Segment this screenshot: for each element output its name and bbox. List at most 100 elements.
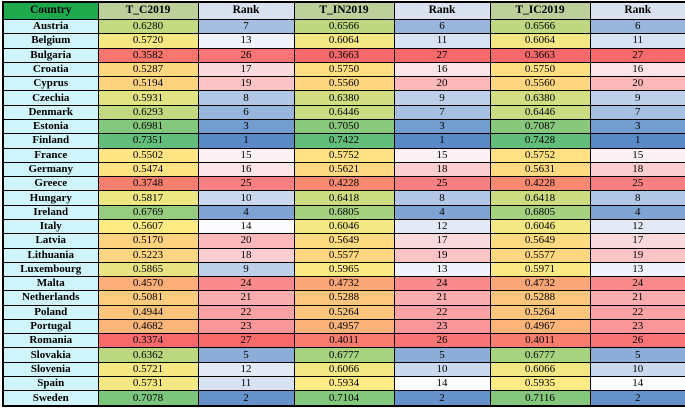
country-cell: Greece	[2, 176, 99, 192]
tic_rank-cell: 24	[589, 276, 685, 292]
tc_rank-cell: 5	[197, 347, 295, 363]
column-header-tc2019: T_C2019	[97, 1, 199, 20]
tic_rank-cell: 15	[589, 147, 685, 163]
tic_rank-cell: 27	[589, 47, 685, 63]
tic_rank-cell: 17	[589, 233, 685, 249]
tic_rank-cell: 6	[589, 18, 685, 35]
country-cell: Romania	[2, 333, 99, 349]
tc_rank-cell: 21	[197, 290, 295, 306]
table-row: Hungary 0.5817 10 0.6418 8 0.6418 8	[2, 190, 685, 206]
tic-value-cell: 0.3663	[489, 47, 591, 63]
tin_rank-cell: 12	[393, 218, 491, 235]
tin_rank-cell: 22	[393, 304, 491, 320]
tic-value-cell: 0.4967	[489, 318, 591, 335]
tc_rank-cell: 1	[197, 133, 295, 149]
table-row: Greece 0.3748 25 0.4228 25 0.4228 25	[2, 176, 685, 192]
tin_rank-cell: 10	[393, 361, 491, 378]
tc_rank-cell: 12	[197, 361, 295, 378]
tc_rank-cell: 14	[197, 218, 295, 235]
tin_rank-cell: 11	[393, 33, 491, 49]
tin-value-cell: 0.6566	[293, 18, 395, 35]
country-cell: Finland	[2, 133, 99, 149]
tic_rank-cell: 4	[589, 204, 685, 220]
tc-value-cell: 0.5731	[97, 376, 199, 392]
tic_rank-cell: 3	[589, 118, 685, 135]
tin_rank-cell: 6	[393, 18, 491, 35]
tc_rank-cell: 11	[197, 376, 295, 392]
tic-value-cell: 0.5288	[489, 290, 591, 306]
tc_rank-cell: 4	[197, 204, 295, 220]
tic-value-cell: 0.5971	[489, 261, 591, 278]
tic_rank-cell: 20	[589, 76, 685, 92]
country-cell: Italy	[2, 218, 99, 235]
country-cell: Latvia	[2, 233, 99, 249]
tic_rank-cell: 10	[589, 361, 685, 378]
tic_rank-cell: 9	[589, 90, 685, 106]
tin-value-cell: 0.6777	[293, 347, 395, 363]
tin-value-cell: 0.5577	[293, 247, 395, 263]
tc_rank-cell: 13	[197, 33, 295, 49]
country-cell: Spain	[2, 376, 99, 392]
tc-value-cell: 0.6293	[97, 104, 199, 120]
tc-value-cell: 0.5223	[97, 247, 199, 263]
table-row: Denmark 0.6293 6 0.6446 7 0.6446 7	[2, 104, 685, 120]
tin_rank-cell: 24	[393, 276, 491, 292]
table-row: France 0.5502 15 0.5752 15 0.5752 15	[2, 147, 685, 163]
tin_rank-cell: 15	[393, 147, 491, 163]
tin_rank-cell: 13	[393, 261, 491, 278]
tin_rank-cell: 1	[393, 133, 491, 149]
tc-value-cell: 0.6362	[97, 347, 199, 363]
tc_rank-cell: 15	[197, 147, 295, 163]
tin-value-cell: 0.5965	[293, 261, 395, 278]
table-row: Ireland 0.6769 4 0.6805 4 0.6805 4	[2, 204, 685, 220]
tin-value-cell: 0.6046	[293, 218, 395, 235]
table-row: Estonia 0.6981 3 0.7050 3 0.7087 3	[2, 118, 685, 135]
country-cell: Bulgaria	[2, 47, 99, 63]
tin_rank-cell: 17	[393, 233, 491, 249]
column-header-country: Country	[2, 1, 99, 20]
country-cell: Cyprus	[2, 76, 99, 92]
tic-value-cell: 0.6805	[489, 204, 591, 220]
tc_rank-cell: 8	[197, 90, 295, 106]
tin_rank-cell: 23	[393, 318, 491, 335]
country-cell: Malta	[2, 276, 99, 292]
tic-value-cell: 0.4011	[489, 333, 591, 349]
tic_rank-cell: 16	[589, 61, 685, 78]
tc-value-cell: 0.4682	[97, 318, 199, 335]
tc-value-cell: 0.3748	[97, 176, 199, 192]
tc_rank-cell: 19	[197, 76, 295, 92]
tic_rank-cell: 13	[589, 261, 685, 278]
table-row: Malta 0.4570 24 0.4732 24 0.4732 24	[2, 276, 685, 292]
tic-value-cell: 0.5750	[489, 61, 591, 78]
table-row: Germany 0.5474 16 0.5621 18 0.5631 18	[2, 161, 685, 178]
table-row: Italy 0.5607 14 0.6046 12 0.6046 12	[2, 218, 685, 235]
tic-value-cell: 0.4228	[489, 176, 591, 192]
table-row: Netherlands 0.5081 21 0.5288 21 0.5288 21	[2, 290, 685, 306]
tin-value-cell: 0.4011	[293, 333, 395, 349]
tin_rank-cell: 8	[393, 190, 491, 206]
tc_rank-cell: 20	[197, 233, 295, 249]
tc_rank-cell: 27	[197, 333, 295, 349]
tc-value-cell: 0.5474	[97, 161, 199, 178]
tc-value-cell: 0.6280	[97, 18, 199, 35]
country-cell: Lithuania	[2, 247, 99, 263]
country-cell: Luxembourg	[2, 261, 99, 278]
tin-value-cell: 0.5934	[293, 376, 395, 392]
tic-value-cell: 0.6777	[489, 347, 591, 363]
tic_rank-cell: 2	[589, 390, 685, 407]
tin-value-cell: 0.5288	[293, 290, 395, 306]
country-cell: Sweden	[2, 390, 99, 407]
tc-value-cell: 0.5502	[97, 147, 199, 163]
tic-value-cell: 0.6380	[489, 90, 591, 106]
table-row: Austria 0.6280 7 0.6566 6 0.6566 6	[2, 18, 685, 35]
tic-value-cell: 0.7428	[489, 133, 591, 149]
tc_rank-cell: 10	[197, 190, 295, 206]
header-row: Country T_C2019 Rank T_IN2019 Rank T_IC2…	[2, 1, 685, 20]
tc-value-cell: 0.5721	[97, 361, 199, 378]
tic-value-cell: 0.5649	[489, 233, 591, 249]
tic_rank-cell: 19	[589, 247, 685, 263]
country-cell: Slovakia	[2, 347, 99, 363]
tc_rank-cell: 18	[197, 247, 295, 263]
table-row: Latvia 0.5170 20 0.5649 17 0.5649 17	[2, 233, 685, 249]
